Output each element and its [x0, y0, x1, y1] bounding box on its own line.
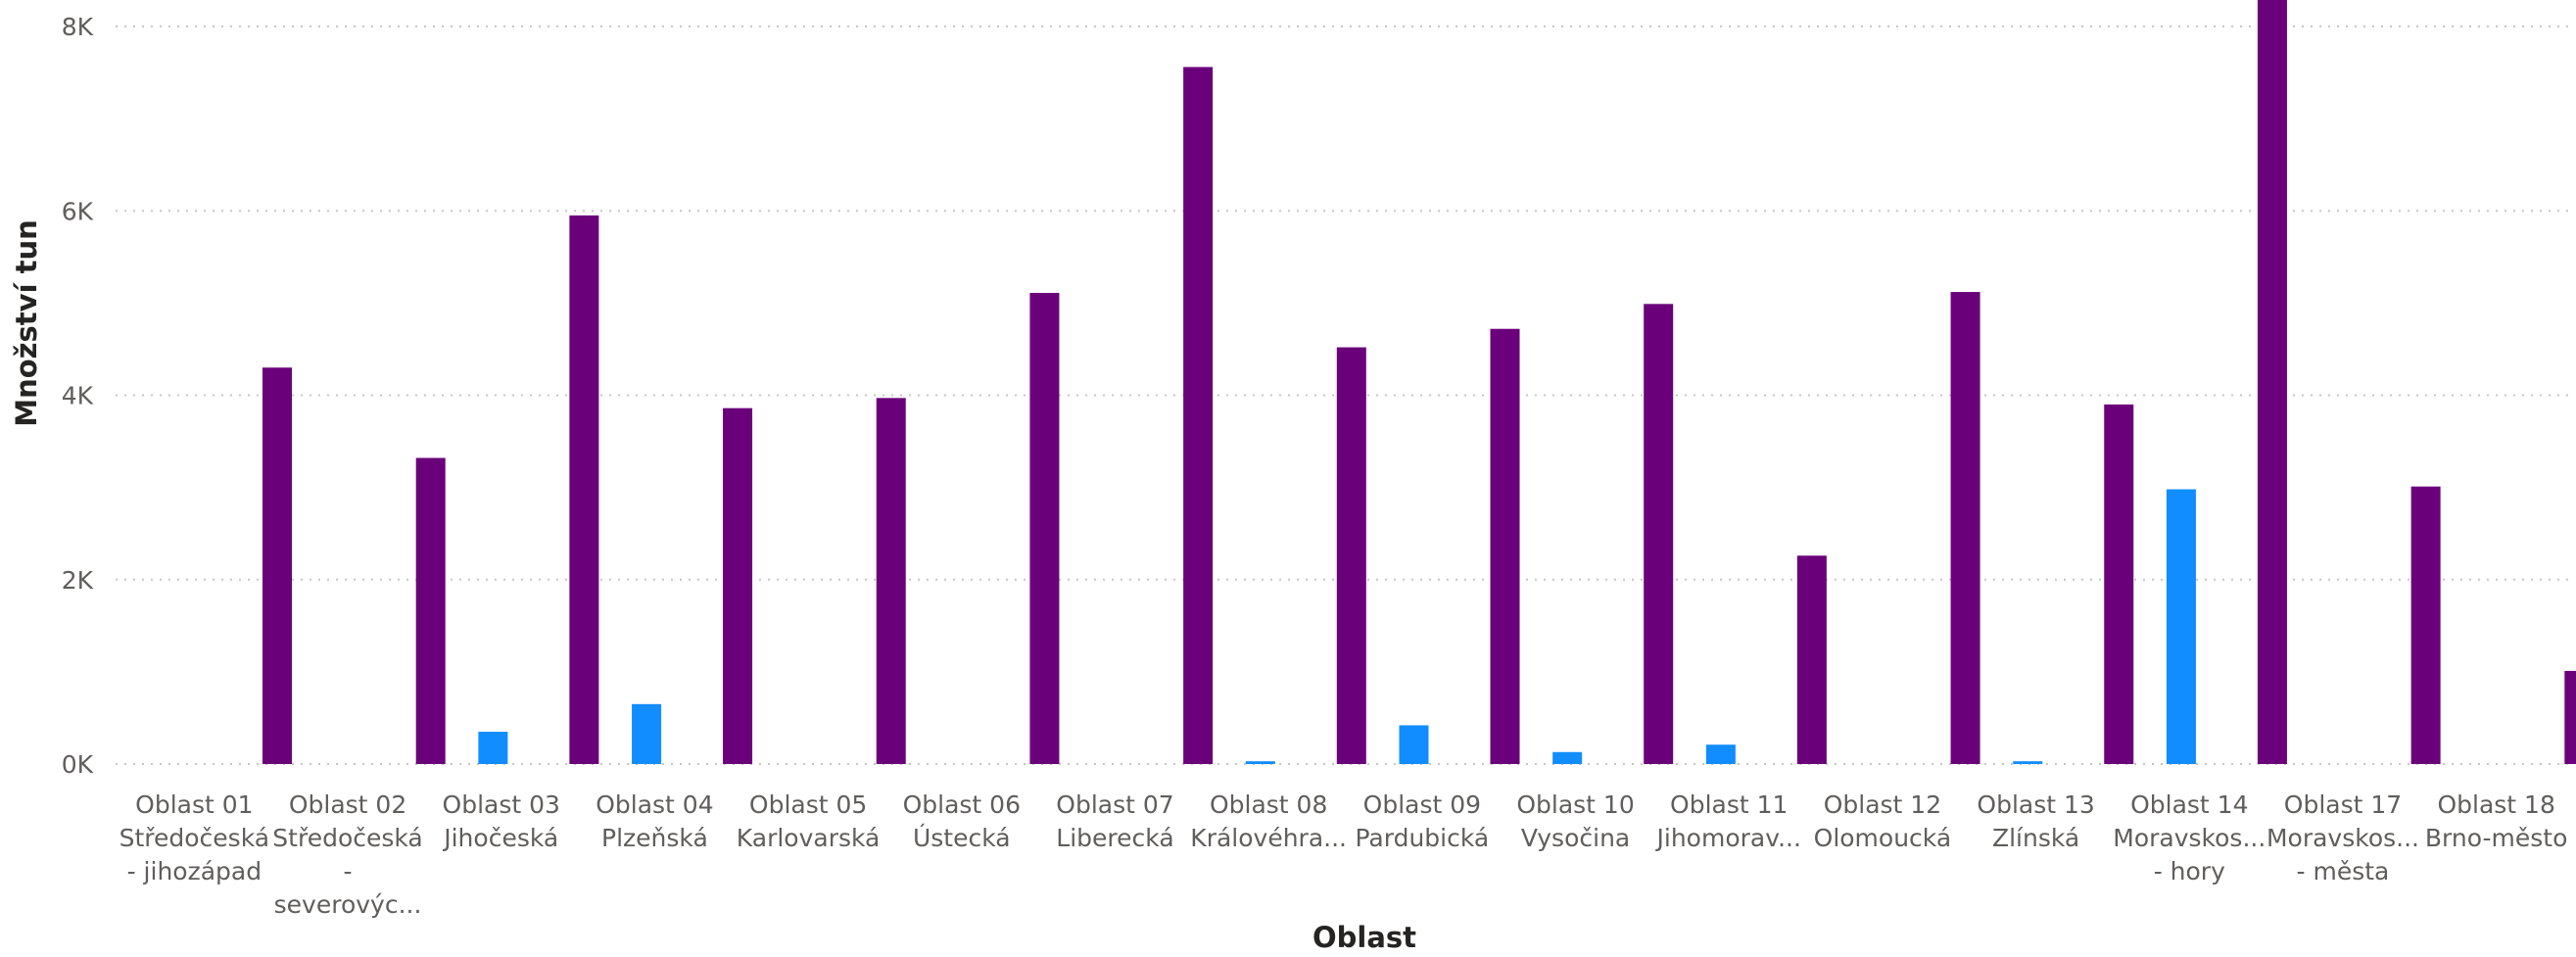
- bar[interactable]: [1644, 304, 1674, 764]
- x-category-label: Oblast 07 Liberecká: [1056, 790, 1173, 852]
- x-category-label: Oblast 17 Moravskos... - města: [2266, 790, 2419, 885]
- bar[interactable]: [723, 407, 753, 764]
- x-category-label: Oblast 14 Moravskos... - hory: [2113, 790, 2266, 885]
- y-tick-label: 8K: [62, 13, 94, 41]
- bar[interactable]: [1183, 67, 1214, 765]
- bar[interactable]: [262, 367, 292, 764]
- x-axis-title: Oblast: [1312, 921, 1416, 952]
- bar[interactable]: [415, 457, 446, 764]
- bar[interactable]: [2410, 486, 2441, 764]
- bar[interactable]: [2257, 0, 2287, 764]
- x-category-label: Oblast 09 Pardubická: [1355, 790, 1489, 852]
- bar[interactable]: [1552, 751, 1583, 764]
- bar[interactable]: [876, 398, 906, 764]
- y-tick-label: 0K: [62, 750, 94, 779]
- bar[interactable]: [632, 703, 662, 764]
- bar[interactable]: [1399, 725, 1429, 764]
- y-tick-label: 4K: [62, 382, 94, 410]
- gridlines: [116, 25, 2571, 765]
- x-category-label: Oblast 04 Plzeňská: [596, 790, 713, 852]
- bar[interactable]: [2013, 761, 2043, 764]
- bar[interactable]: [2564, 670, 2576, 764]
- x-category-label: Oblast 01 Středočeská - jihozápad: [119, 790, 269, 885]
- y-tick-label: 2K: [62, 566, 94, 595]
- x-category-label: Oblast 02 Středočeská -severovýc...: [272, 790, 422, 919]
- bar[interactable]: [478, 732, 508, 764]
- bars: [262, 0, 2576, 765]
- bar[interactable]: [2104, 404, 2134, 764]
- x-category-label: Oblast 12 Olomoucká: [1814, 790, 1952, 852]
- bar[interactable]: [1245, 761, 1275, 764]
- x-category-label: Oblast 08 Královéhra...: [1190, 790, 1347, 852]
- bar[interactable]: [1950, 292, 1980, 764]
- x-category-label: Oblast 10 Vysočina: [1516, 790, 1634, 852]
- y-axis-ticks: 0K 2K 4K 6K 8K: [62, 13, 94, 779]
- x-category-label: Oblast 03 Jihočeská: [442, 790, 560, 852]
- bar[interactable]: [1705, 744, 1736, 764]
- x-category-label: Oblast 05 Karlovarská: [737, 790, 881, 852]
- x-category-label: Oblast 13 Zlínská: [1977, 790, 2094, 852]
- bar[interactable]: [1796, 555, 1827, 764]
- y-axis-title: Množství tun: [10, 219, 43, 427]
- bar[interactable]: [1336, 347, 1366, 764]
- x-category-label: Oblast 11 Jihomorav...: [1655, 790, 1801, 852]
- bar[interactable]: [1490, 328, 1520, 764]
- bar[interactable]: [2166, 489, 2196, 764]
- bar[interactable]: [1029, 293, 1060, 764]
- x-category-label: Oblast 18 Brno-město: [2425, 790, 2567, 852]
- y-tick-label: 6K: [62, 197, 94, 225]
- bar[interactable]: [569, 215, 599, 765]
- x-category-label: Oblast 06 Ústecká: [903, 790, 1021, 852]
